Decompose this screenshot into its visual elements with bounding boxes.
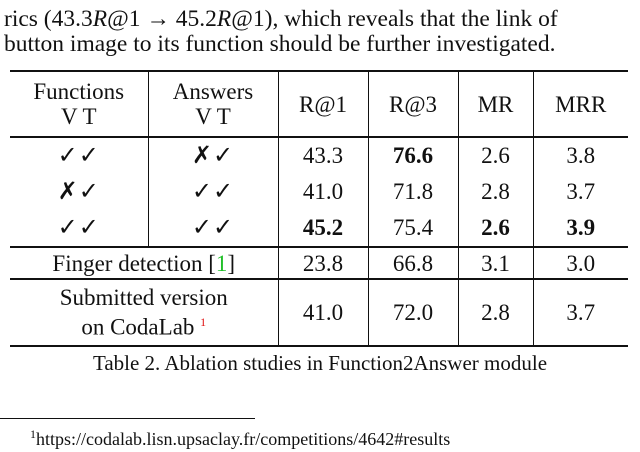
footnote: 1https://codalab.lisn.upsaclay.fr/compet… — [30, 427, 450, 450]
text: rics (43.3 — [4, 6, 93, 32]
r3-cell: 71.8 — [367, 173, 458, 209]
header-row: Functions V T Answers V T R@1 R@3 MR MRR — [10, 70, 628, 137]
table-row: ✓✓ ✓✓ 45.2 75.4 2.6 3.9 — [10, 209, 628, 247]
method-cell: Submitted version on CodaLab 1 — [10, 278, 278, 347]
citation-link[interactable]: 1 — [215, 250, 228, 276]
table-row: ✓✓ ✗✓ 43.3 76.6 2.6 3.8 — [10, 136, 628, 173]
answers-cell: ✓✓ — [147, 173, 278, 209]
header-r3: R@3 — [367, 70, 458, 137]
footnote-url[interactable]: https://codalab.lisn.upsaclay.fr/competi… — [36, 429, 451, 449]
header-answers: Answers V T — [147, 70, 278, 137]
body-text-line: button image to its function should be f… — [4, 31, 556, 57]
mr-cell: 2.8 — [457, 173, 533, 209]
r1-cell: 41.0 — [277, 173, 368, 209]
text: @1 → 45.2 — [107, 6, 217, 32]
mr-cell: 2.6 — [457, 209, 533, 247]
mr-cell: 3.1 — [457, 246, 533, 279]
r3-cell: 75.4 — [367, 209, 458, 247]
r1-cell: 43.3 — [277, 136, 368, 173]
mr-cell: 2.8 — [457, 278, 533, 347]
answers-cell: ✓✓ — [147, 209, 278, 247]
header-functions: Functions V T — [10, 70, 148, 137]
mr-cell: 2.6 — [457, 136, 533, 173]
header-mr: MR — [457, 70, 533, 137]
footnote-mark: 1 — [30, 427, 36, 441]
submitted-row: Submitted version on CodaLab 1 41.0 72.0 … — [10, 278, 628, 347]
table-caption: Table 2. Ablation studies in Function2An… — [92, 351, 548, 375]
functions-cell: ✗✓ — [57, 176, 100, 205]
answers-cell: ✗✓ — [147, 136, 278, 173]
table-row: ✗✓ ✓✓ 41.0 71.8 2.8 3.7 — [10, 173, 628, 209]
r1-cell: 41.0 — [277, 278, 368, 347]
r3-cell: 76.6 — [367, 136, 458, 173]
mrr-cell: 3.7 — [532, 278, 628, 347]
math: R — [216, 6, 232, 32]
ablation-table: Functions V T Answers V T R@1 R@3 MR MRR ✓… — [10, 70, 628, 347]
mrr-cell: 3.0 — [532, 246, 628, 279]
header-mrr: MRR — [532, 70, 628, 137]
r3-cell: 66.8 — [367, 246, 458, 279]
mrr-cell: 3.9 — [532, 209, 628, 247]
math: R — [92, 6, 108, 32]
body-text-line: rics (43.3R@1 → 45.2R@1), which reveals … — [4, 7, 558, 32]
r3-cell: 72.0 — [367, 278, 458, 347]
functions-cell: ✓✓ — [57, 213, 100, 241]
functions-cell: ✓✓ — [10, 136, 148, 173]
footnote-link[interactable]: 1 — [200, 315, 207, 330]
footnote-divider — [0, 418, 255, 419]
finger-detection-row: Finger detection [1] 23.8 66.8 3.1 3.0 — [10, 246, 628, 279]
r1-cell: 23.8 — [277, 246, 368, 279]
r1-cell: 45.2 — [277, 209, 368, 247]
text: @1), which reveals that the link of — [231, 6, 558, 32]
mrr-cell: 3.7 — [532, 173, 628, 209]
method-cell: Finger detection [1] — [10, 246, 278, 279]
header-r1: R@1 — [277, 70, 368, 137]
mrr-cell: 3.8 — [532, 136, 628, 173]
